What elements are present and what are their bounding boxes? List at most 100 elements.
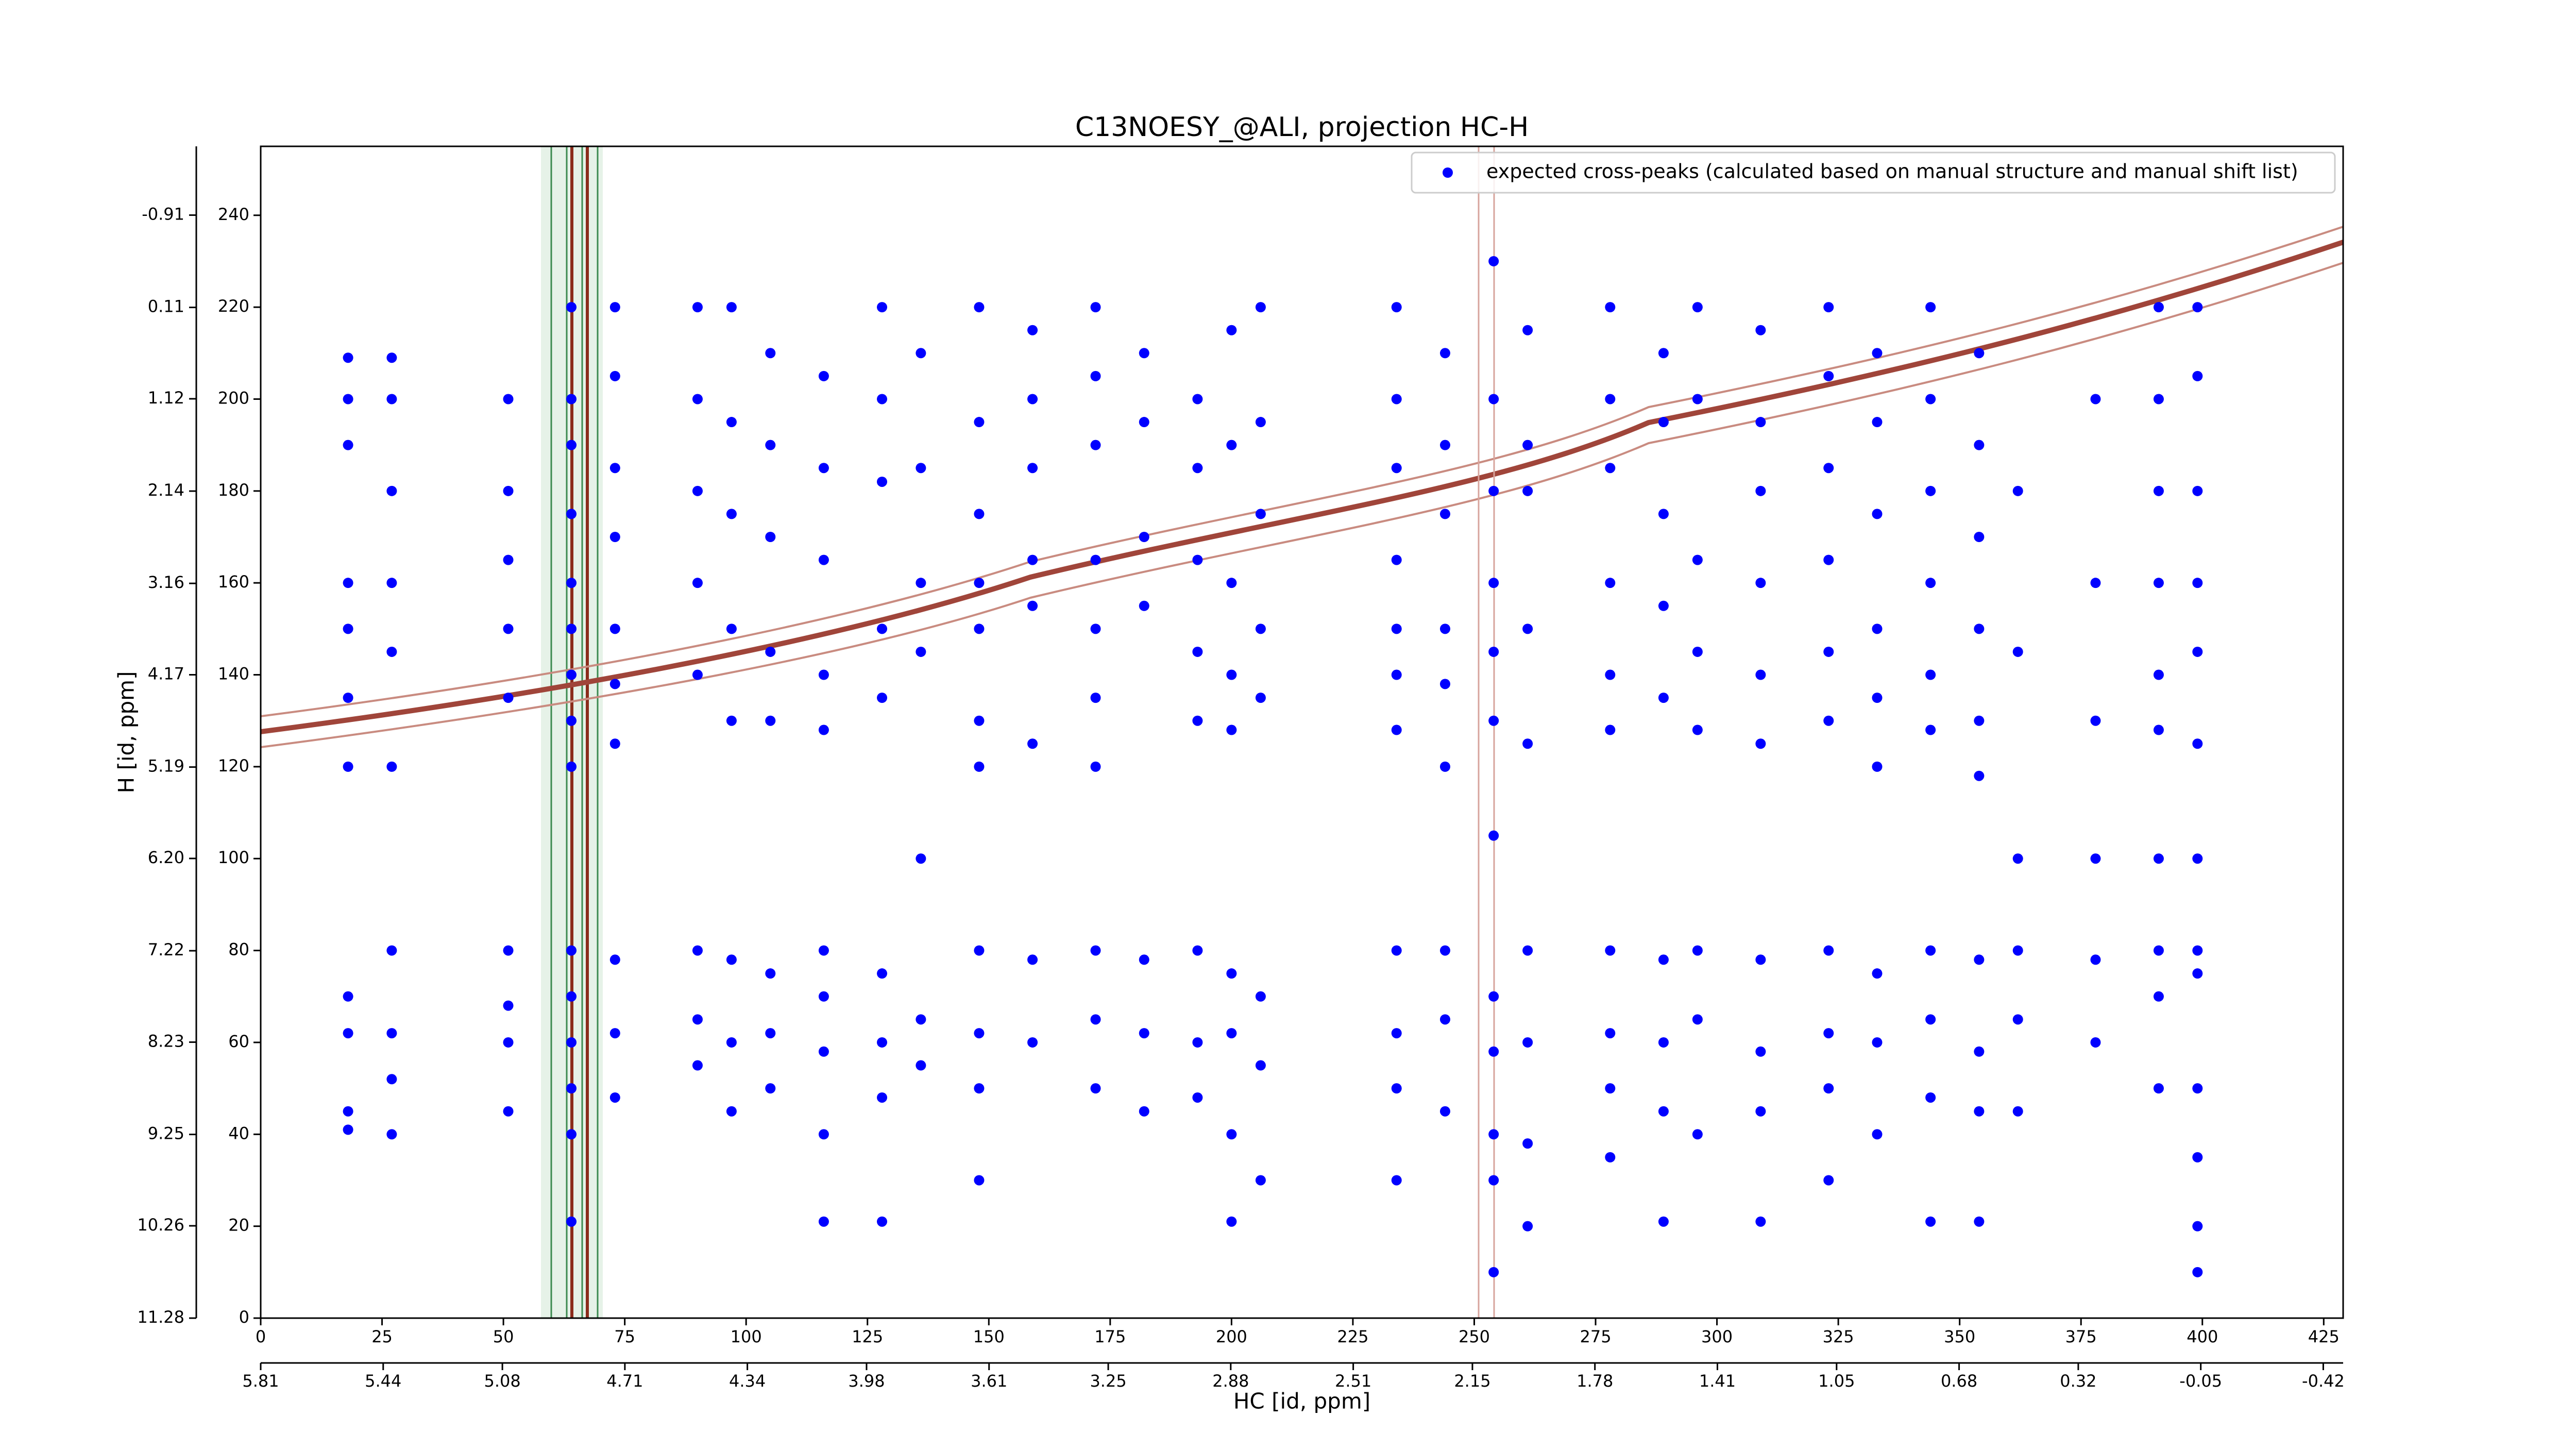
cross-peak [503,624,514,634]
cross-peak [1823,370,1834,381]
cross-peak [1488,991,1499,1002]
cross-peak [818,1129,829,1140]
cross-peak [916,348,926,359]
x2-tick-label: 5.81 [242,1371,279,1391]
cross-peak [1439,440,1450,450]
x-tick-label: 275 [1580,1327,1611,1346]
cross-peak [818,1046,829,1057]
y2-tick-label: 7.22 [148,940,184,959]
cross-peak [1974,348,1985,359]
cross-peak [1027,554,1038,565]
cross-peak [1658,348,1669,359]
cross-peak [1391,554,1402,565]
cross-peak [343,1106,353,1117]
cross-peak [1974,954,1985,965]
x2-tick-label: 3.25 [1090,1371,1126,1391]
cross-peak [2192,485,2203,496]
cross-peak [1692,646,1703,657]
cross-peak [765,968,776,979]
cross-peak [1605,1083,1616,1094]
cross-peak [343,352,353,363]
scatter-points [343,256,2203,1277]
cross-peak [343,578,353,588]
cross-peak [1755,1046,1766,1057]
x2-tick-label: 4.34 [729,1371,766,1391]
x-tick-label: 225 [1337,1327,1368,1346]
cross-peak [1488,1267,1499,1277]
cross-peak [386,1129,397,1140]
cross-peak [386,352,397,363]
cross-peak [1139,1106,1149,1117]
cross-peak [692,302,703,313]
cross-peak [609,463,620,474]
cross-peak [1605,302,1616,313]
x2-tick-label: -0.42 [2302,1371,2345,1391]
y-tick-label: 240 [218,205,249,224]
cross-peak [1226,325,1237,335]
cross-peak [1974,1106,1985,1117]
cross-peak [386,394,397,405]
cross-peak [1027,954,1038,965]
y2-tick-label: 0.11 [148,297,184,316]
y-tick-label: 80 [228,940,249,959]
cross-peak [1605,1028,1616,1039]
cross-peak [818,991,829,1002]
cross-peak [1439,761,1450,772]
cross-peak [916,1014,926,1025]
cross-peak [765,1083,776,1094]
cross-peak [1974,770,1985,781]
y2-tick-label: 5.19 [148,756,184,776]
cross-peak [2090,715,2101,726]
cross-peak [1925,724,1936,735]
cross-peak [609,954,620,965]
cross-peak [818,370,829,381]
plot-frame [260,145,2344,1319]
cross-peak [1658,1216,1669,1227]
legend-box [1411,151,2336,194]
y2-tick-label: 6.20 [148,848,184,867]
cross-peak [1226,578,1237,588]
cross-peak [2192,646,2203,657]
cross-peak [1391,1028,1402,1039]
cross-peak [1192,554,1203,565]
cross-peak [1692,394,1703,405]
cross-peak [386,1074,397,1085]
cross-peak [1658,693,1669,703]
cross-peak [2012,646,2023,657]
cross-peak [1391,724,1402,735]
cross-peak [2012,945,2023,956]
cross-peak [2192,1083,2203,1094]
cross-peak [1658,600,1669,611]
cross-peak [2153,1083,2164,1094]
cross-peak [2192,1221,2203,1232]
cross-peak [1974,624,1985,634]
cross-peak [692,578,703,588]
cross-peak [1823,715,1834,726]
cross-peak [2192,1152,2203,1162]
cross-peak [1488,1129,1499,1140]
x-tick-label: 425 [2308,1327,2340,1346]
cross-peak [386,485,397,496]
cross-peak [1488,715,1499,726]
x-tick-label: 100 [731,1327,762,1346]
cross-peak [2153,724,2164,735]
x-tick-label: 25 [371,1327,393,1346]
cross-peak [1872,761,1883,772]
cross-peak [1391,302,1402,313]
cross-peak [877,968,888,979]
cross-peak [916,853,926,864]
cross-peak [1823,554,1834,565]
cross-peak [1439,624,1450,634]
diagonal-contour [260,262,2344,748]
cross-peak [566,945,577,956]
y-tick-label: 140 [218,664,249,684]
cross-peak [765,348,776,359]
cross-peak [566,394,577,405]
cross-peak [974,1175,985,1186]
cross-peak [818,554,829,565]
cross-peak [566,761,577,772]
cross-peak [1391,669,1402,680]
x-tick-label: 350 [1944,1327,1975,1346]
